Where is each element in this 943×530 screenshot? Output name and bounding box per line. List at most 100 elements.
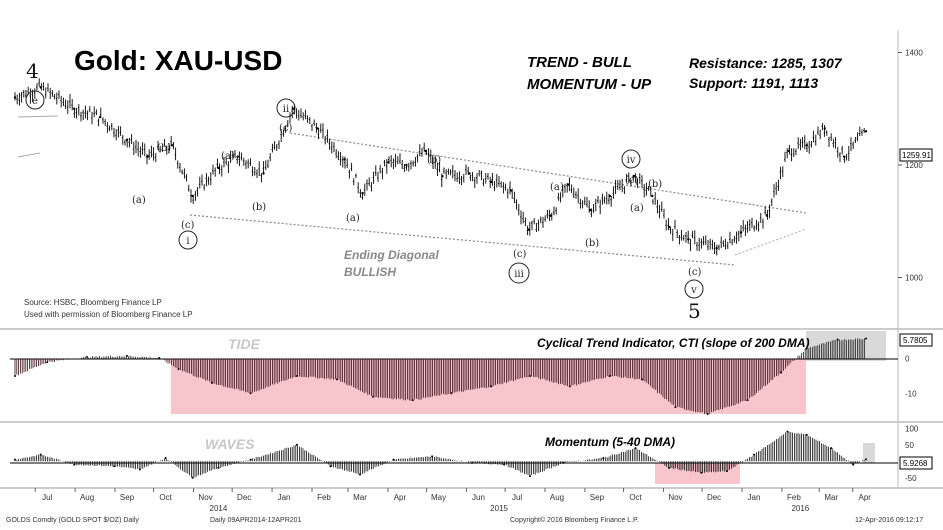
- xtick-month-label: Jul: [512, 493, 522, 502]
- xtick-month-label: Sep: [120, 493, 135, 502]
- price-ytick-label: 1000: [905, 274, 923, 283]
- tide-label: TIDE: [228, 336, 261, 352]
- wave-a-label-5: (a): [630, 203, 644, 214]
- xtick-year-label: 2016: [791, 504, 809, 513]
- svg-text:5.9268: 5.9268: [903, 459, 928, 468]
- svg-text:5.7805: 5.7805: [903, 336, 928, 345]
- wave-c-label-5: (c): [688, 267, 702, 278]
- trend-label: TREND - BULL: [527, 54, 632, 71]
- momentum-point: [295, 443, 298, 446]
- footer-range: Daily 09APR2014-12APR201: [210, 517, 302, 524]
- xtick-month-label: May: [431, 493, 446, 502]
- price-point: [73, 107, 76, 110]
- xtick-month-label: Jul: [42, 493, 52, 502]
- cti-last-value-tag: 5.7805: [899, 333, 933, 347]
- momentum-point: [359, 473, 362, 476]
- svg-text:ii: ii: [283, 104, 289, 115]
- wave-v-circle: v: [684, 279, 704, 299]
- momentum-point: [164, 456, 167, 459]
- cti-ytick-label: 0: [905, 355, 910, 364]
- xtick-month-label: Nov: [198, 493, 212, 502]
- support-label: Support: 1191, 1113: [689, 75, 818, 91]
- wave-b-label-5: (b): [648, 179, 662, 190]
- momentum-last-value-tag: 5.9268: [899, 456, 933, 470]
- wave-i-circle: i: [178, 230, 198, 250]
- x-ticks: Jul Aug Sep Oct Nov Dec Jan Feb Mar Apr May Jun Jul A…: [34, 488, 871, 513]
- momentum-point: [138, 468, 141, 471]
- svg-text:i: i: [186, 236, 189, 247]
- wave-c-label-2: (c): [279, 123, 293, 134]
- xtick-month-label: Jun: [472, 493, 485, 502]
- momentum-series: [14, 430, 867, 479]
- momentum-point: [14, 458, 16, 461]
- wave-b-label-4: (b): [585, 238, 599, 249]
- svg-text:e: e: [32, 96, 38, 107]
- momentum-ytick-label: 50: [905, 441, 914, 450]
- breakout-trendline: [734, 228, 807, 256]
- y-ticks: 1400 1200 1000 0 -10 100 50 -50: [898, 49, 923, 483]
- cti-series: [14, 337, 867, 415]
- wave-a-label-3: (a): [346, 213, 360, 224]
- wave-a-label-1: (a): [132, 195, 146, 206]
- xtick-month-label: Aug: [550, 493, 564, 502]
- wave-5-label: 5: [688, 299, 701, 323]
- xtick-month-label: Feb: [787, 493, 801, 502]
- svg-text:iii: iii: [514, 269, 524, 280]
- ending-diagonal-label: Ending Diagonal: [344, 248, 439, 262]
- wave-ii-circle: ii: [276, 98, 296, 118]
- wave-iv-circle: iv: [621, 149, 641, 169]
- momentum-point: [668, 466, 671, 469]
- momentum-label: MOMENTUM - UP: [527, 76, 652, 93]
- xtick-month-label: Apr: [394, 493, 407, 502]
- cti-point: [706, 413, 709, 415]
- cti-point: [640, 378, 643, 381]
- wave-c-label-4: (c): [625, 175, 639, 186]
- xtick-month-label: Feb: [317, 493, 331, 502]
- xtick-month-label: Oct: [159, 493, 172, 502]
- xtick-year-label: 2014: [210, 504, 228, 513]
- lower-trendline: [189, 214, 736, 266]
- xtick-month-label: Apr: [858, 493, 871, 502]
- price-point: [864, 130, 868, 133]
- cti-point: [490, 385, 493, 388]
- momentum-point: [329, 465, 332, 468]
- xtick-month-label: Dec: [237, 493, 251, 502]
- cti-title: Cyclical Trend Indicator, CTI (slope of …: [537, 336, 810, 350]
- xtick-month-label: Oct: [629, 493, 642, 502]
- source-line-2: Used with permission of Bloomberg Financ…: [24, 310, 193, 319]
- momentum-ytick-label: 100: [905, 424, 919, 433]
- xtick-month-label: Mar: [353, 493, 367, 502]
- wave-a-label-2: (a): [221, 151, 235, 162]
- price-series: [13, 78, 868, 256]
- xtick-month-label: Nov: [668, 493, 682, 502]
- cti-point: [746, 399, 749, 402]
- svg-text:1259.91: 1259.91: [902, 151, 931, 160]
- xtick-month-label: Dec: [707, 493, 721, 502]
- chart-title: Gold: XAU-USD: [74, 45, 282, 76]
- momentum-point: [865, 458, 867, 461]
- wave-4-label: 4: [26, 59, 39, 83]
- waves-label: WAVES: [205, 436, 255, 452]
- xtick-year-label: 2015: [490, 504, 508, 513]
- wave-a-label-4: (a): [550, 182, 564, 193]
- wave-iii-circle: iii: [508, 262, 530, 284]
- xtick-month-label: Jan: [748, 493, 761, 502]
- price-ytick-label: 1400: [905, 49, 923, 58]
- footer-copyright: Copyright© 2016 Bloomberg Finance L.P.: [510, 516, 639, 524]
- wave-c-label-3: (c): [513, 249, 527, 260]
- momentum-positive-shade: [863, 443, 875, 463]
- upper-trendline: [289, 132, 807, 214]
- bullish-label: BULLISH: [344, 265, 396, 279]
- svg-text:v: v: [690, 285, 697, 296]
- xtick-month-label: Sep: [590, 493, 605, 502]
- wave-e-circle: e: [25, 90, 45, 110]
- price-point: [316, 127, 319, 130]
- wave-e-line-2: [17, 152, 41, 158]
- momentum-ytick-label: -50: [905, 474, 917, 483]
- footer-ticker: GOLDS Comdty (GOLD SPOT $/OZ) Daily: [6, 517, 139, 524]
- xtick-month-label: Jan: [278, 493, 291, 502]
- momentum-point: [725, 470, 728, 473]
- wave-e-line: [17, 115, 59, 118]
- price-ytick-label: 1200: [905, 161, 923, 170]
